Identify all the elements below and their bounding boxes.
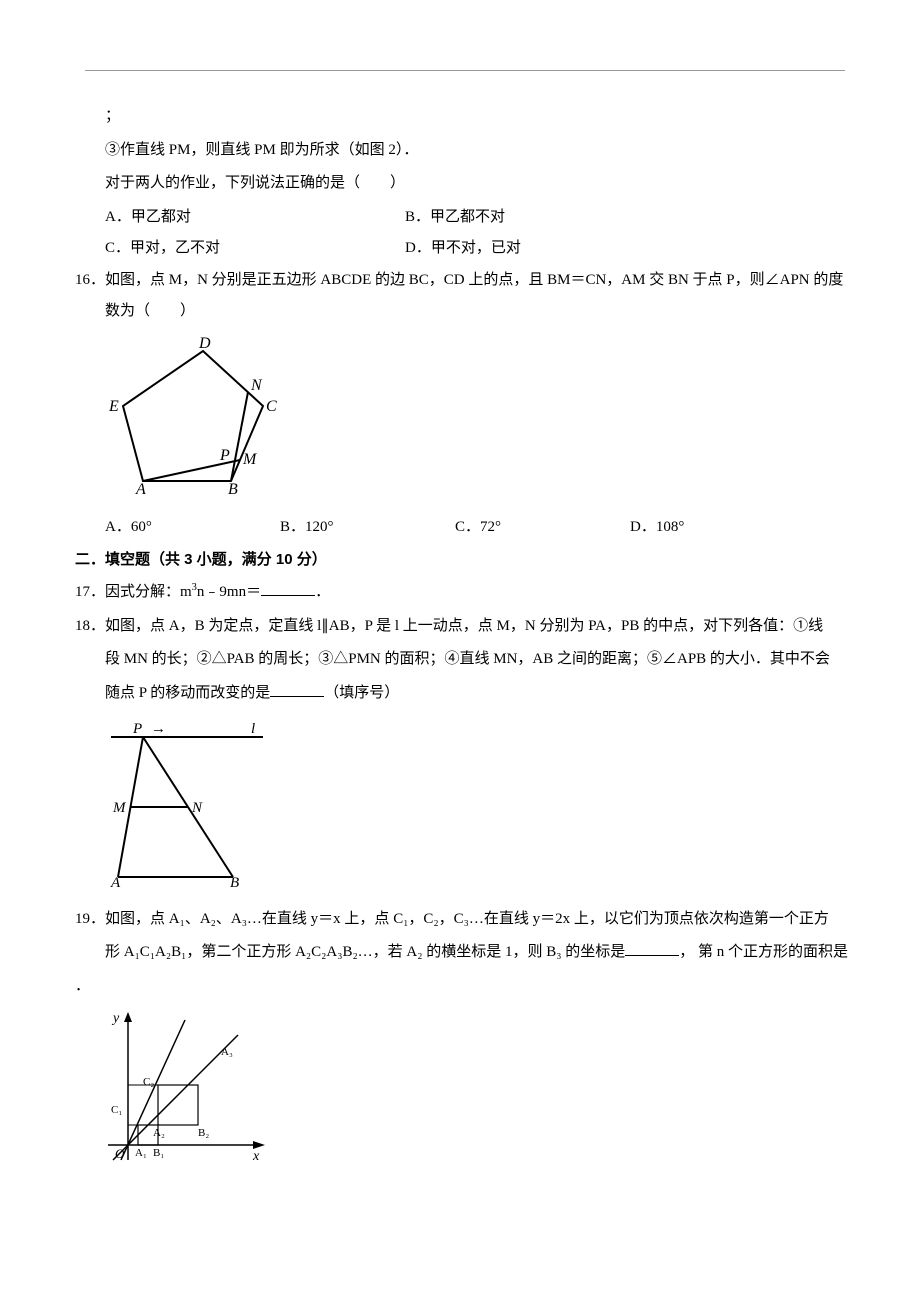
pentagon [123,351,263,481]
q17: 17．因式分解：m3n﹣9mn＝． [75,577,855,609]
q16-option-d: D．108° [630,512,805,544]
q16-options: A．60° B．120° C．72° D．108° [75,512,855,544]
label-a: A [110,875,121,887]
q18-line3: 随点 P 的移动而改变的是 （填序号） [75,678,855,710]
label-n: N [191,800,203,816]
q17-post: ． [315,584,330,600]
q18-figure: P → l M N A B [103,717,855,900]
label-a: A [135,481,146,496]
label-a2: A₂ [153,1127,165,1139]
label-x: x [252,1149,260,1164]
q16-figure: A B C D E M N P [103,336,855,509]
line-y-eq-2x [121,1020,185,1160]
label-d: D [198,336,211,352]
label-b2: B₂ [198,1127,209,1139]
q15-option-c: C．甲对，乙不对 [105,233,405,265]
label-b: B [230,875,239,887]
squares-on-lines-diagram: O x y A₁ B₁ A₂ B₂ C₁ C₂ A₃ [103,1010,268,1170]
line-y-eq-x [113,1035,238,1160]
label-p: P [132,721,142,737]
q19-line2: 形 A₁C₁A₂B₁，第二个正方形 A₂C₂A₃B₂…，若 A₂ 的横坐标是 1… [75,937,855,969]
label-y: y [111,1011,120,1026]
q15-option-b: B．甲乙都不对 [405,202,685,234]
label-c1: C₁ [111,1104,122,1116]
q15-options-row1: A．甲乙都对 B．甲乙都不对 [75,202,855,234]
pentagon-diagram: A B C D E M N P [103,336,283,496]
q18-line3-post: （填序号） [324,685,399,701]
label-b: B [228,481,238,496]
q19-line2-mid: ， 第 n 个正方形的面积是 [679,944,848,960]
q18-line2: 段 MN 的长；②△PAB 的周长；③△PMN 的面积；④直线 MN，AB 之间… [75,644,855,676]
q18-line1: 18．如图，点 A，B 为定点，定直线 l∥AB，P 是 l 上一动点，点 M，… [75,611,855,643]
label-e: E [108,398,119,415]
label-l: l [251,721,255,737]
q18-line3-pre: 随点 P 的移动而改变的是 [105,685,270,701]
q19-blank1 [625,941,679,956]
q15-options-row2: C．甲对，乙不对 D．甲不对，已对 [75,233,855,265]
section2-title: 二．填空题（共 3 小题，满分 10 分） [75,544,855,576]
label-n: N [250,377,263,394]
label-a1: A₁ [135,1147,147,1159]
q16-option-c: C．72° [455,512,630,544]
q15-option-d: D．甲不对，已对 [405,233,605,265]
q16-option-a: A．60° [105,512,280,544]
y-arrow-icon [124,1012,132,1022]
square-2 [158,1085,198,1125]
q15-option-a: A．甲乙都对 [105,202,405,234]
x-arrow-icon [253,1141,265,1149]
triangle-midline-diagram: P → l M N A B [103,717,273,887]
q19-line2-pre: 形 A₁C₁A₂B₁，第二个正方形 A₂C₂A₃B₂…，若 A₂ 的横坐标是 1… [105,944,625,960]
label-m: M [242,451,258,468]
q18-blank [270,682,324,697]
q16-option-b: B．120° [280,512,455,544]
q16-stem: 16．如图，点 M，N 分别是正五边形 ABCDE 的边 BC，CD 上的点，且… [75,265,855,328]
label-a3: A₃ [221,1046,233,1058]
q19-figure: O x y A₁ B₁ A₂ B₂ C₁ C₂ A₃ [103,1010,855,1183]
q15-tail-colon: ； [75,101,855,133]
q17-blank [261,581,315,596]
q15-prompt: 对于两人的作业，下列说法正确的是（ ） [75,168,855,200]
label-c: C [266,398,277,415]
label-o: O [115,1146,125,1161]
header-rule [85,70,845,71]
label-b1: B₁ [153,1147,164,1159]
q17-mid: n﹣9mn＝ [197,584,261,600]
q19-line1: 19．如图，点 A₁、A₂、A₃…在直线 y＝x 上，点 C₁，C₂，C₃…在直… [75,904,855,936]
label-p: P [219,447,230,464]
q15-step3: ③作直线 PM，则直线 PM 即为所求（如图 2）． [75,135,855,167]
label-c2: C₂ [143,1076,154,1088]
q16-stem-text: 16．如图，点 M，N 分别是正五边形 ABCDE 的边 BC，CD 上的点，且… [75,272,843,320]
label-m: M [112,800,127,816]
q17-pre: 17．因式分解：m [75,584,192,600]
arrow-icon: → [151,721,166,737]
q19-dot: ． [75,971,855,1003]
